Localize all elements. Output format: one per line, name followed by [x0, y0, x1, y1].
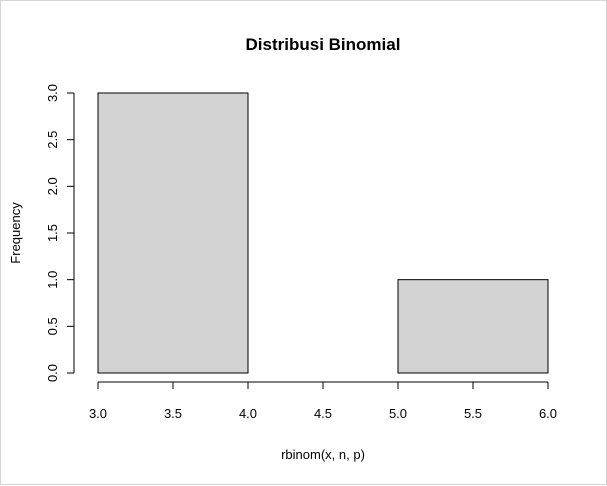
x-tick-label: 4.5: [314, 406, 332, 421]
y-tick-label: 2.5: [45, 131, 60, 149]
y-tick-label: 3.0: [45, 84, 60, 102]
x-tick-label: 5.5: [464, 406, 482, 421]
histogram-bars: [97, 92, 549, 374]
x-tick-label: 6.0: [539, 406, 557, 421]
y-tick-label: 2.0: [45, 177, 60, 195]
y-tick-label: 0.0: [45, 364, 60, 382]
x-axis-title: rbinom(x, n, p): [281, 447, 365, 462]
histogram-bar-1: [97, 92, 249, 374]
x-tick-label: 3.0: [89, 406, 107, 421]
y-tick-label: 1.5: [45, 224, 60, 242]
x-tick-label: 3.5: [164, 406, 182, 421]
x-tick-label: 4.0: [239, 406, 257, 421]
x-tick-label: 5.0: [389, 406, 407, 421]
chart-title: Distribusi Binomial: [246, 35, 401, 54]
histogram-bar-3: [397, 279, 549, 374]
y-tick-label: 1.0: [45, 271, 60, 289]
x-axis: 3.0 3.5 4.0 4.5 5.0 5.5 6.0: [89, 381, 557, 421]
y-axis: 0.0 0.5 1.0 1.5 2.0 2.5 3.0: [45, 84, 75, 382]
y-axis-title: Frequency: [8, 202, 23, 264]
y-tick-label: 0.5: [45, 317, 60, 335]
